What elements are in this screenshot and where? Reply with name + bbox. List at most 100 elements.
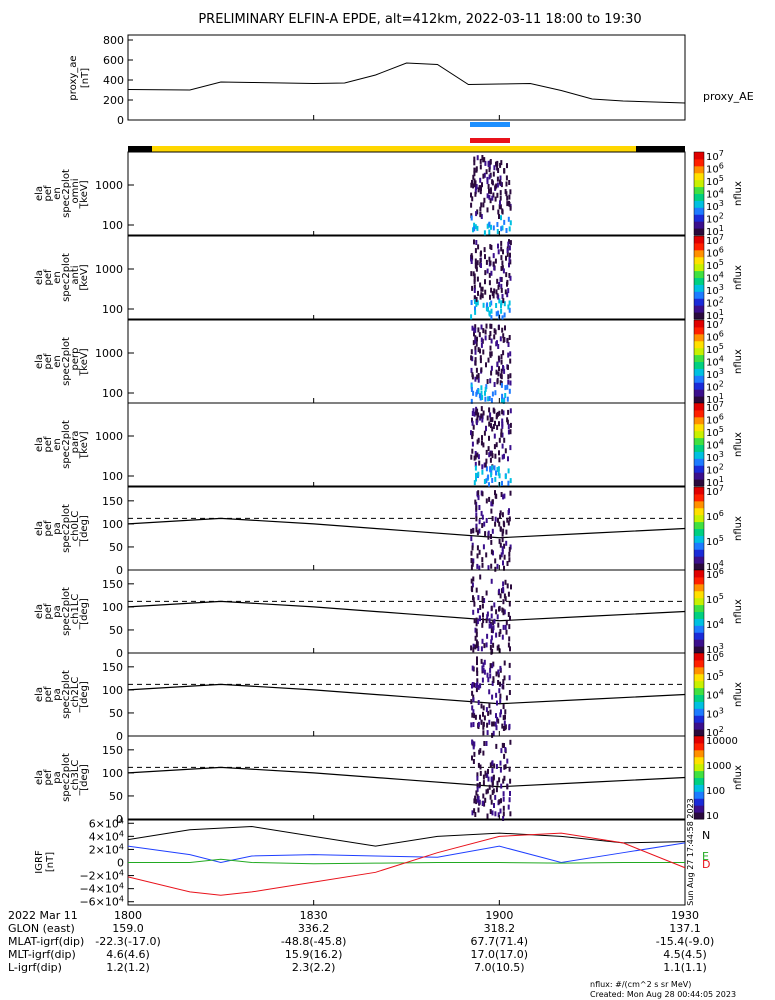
spectrogram-pixel: [501, 531, 504, 537]
footer-row-value: -15.4(-9.0): [656, 935, 715, 948]
spectrogram-pixel: [485, 458, 488, 464]
spec-panel-ylabel-line: _ch3LC: [70, 760, 81, 797]
spectrogram-pixel: [509, 351, 512, 357]
spectrogram-pixel: [492, 788, 495, 794]
spectrogram-pixel: [473, 277, 476, 283]
colorbar-segment: [694, 549, 704, 557]
spectrogram-pixel: [471, 582, 474, 588]
spectrogram-pixel: [487, 446, 490, 452]
colorbar-label: nflux: [733, 516, 744, 541]
colorbar-segment: [694, 416, 704, 425]
spectrogram-pixel: [482, 750, 485, 756]
colorbar-segment: [694, 312, 704, 320]
spectrogram-pixel: [479, 605, 482, 610]
spectrogram-pixel: [500, 359, 503, 365]
spectrogram-pixel: [475, 296, 478, 302]
spectrogram-pixel: [471, 431, 474, 436]
spectrogram-pixel: [472, 390, 475, 396]
spectrogram-pixel: [502, 410, 505, 416]
spectrogram-pixel: [489, 345, 492, 351]
colorbar-segment: [694, 291, 704, 299]
spectrogram-pixel: [475, 476, 477, 482]
spectrogram-pixel: [499, 629, 502, 634]
spectrogram-pixel: [481, 668, 484, 674]
spectrogram-pixel: [501, 260, 504, 266]
spectrogram-pixel: [489, 378, 492, 384]
colorbar-segment: [694, 403, 704, 411]
colorbar-tick-label: 106: [706, 509, 724, 523]
spectrogram-pixel: [506, 337, 509, 343]
spectrogram-pixel: [496, 160, 499, 166]
spectrogram-pixel: [500, 255, 503, 261]
footer-row-value: 137.1: [669, 922, 701, 935]
spectrogram-pixel: [487, 710, 490, 716]
spec-panel-ylabel-line: [deg]: [79, 764, 90, 791]
spectrogram-pixel: [502, 365, 504, 370]
spectrogram-pixel: [475, 266, 478, 272]
igrf-ytick-label: 2×104: [89, 842, 124, 856]
spectrogram-pixel: [494, 811, 497, 817]
spectrogram-pixel: [497, 284, 500, 290]
spec-panel-ylabel-line: pef: [43, 603, 54, 620]
spectrogram-pixel: [470, 645, 473, 651]
spectrogram-pixel: [492, 775, 495, 781]
spectrogram-pixel: [486, 722, 489, 728]
spectrogram-pixel: [481, 414, 484, 420]
spectrogram-pixel: [471, 196, 474, 202]
spectrogram-pixel: [508, 675, 511, 681]
spectrogram-pixel: [495, 632, 498, 638]
spectrogram-pixel: [503, 565, 505, 571]
colorbar-segment: [694, 653, 704, 661]
spectrogram-pixel: [499, 526, 502, 532]
spectrogram-pixel: [488, 407, 491, 413]
spectrogram-pixel: [476, 783, 479, 789]
spectrogram-pixel: [500, 492, 503, 497]
spectrogram-pixel: [478, 549, 481, 555]
spectrogram-pixel: [490, 351, 493, 357]
spec-ytick-label: 1000: [95, 347, 123, 360]
spectrogram-pixel: [472, 609, 475, 615]
igrf-ytick-label: −2×104: [79, 869, 124, 883]
spec-panel-ylabel-line: [deg]: [79, 598, 90, 625]
spectrogram-pixel: [499, 162, 502, 168]
colorbar-tick-label: 101: [706, 392, 724, 406]
spectrogram-pixel: [502, 586, 505, 592]
colorbar-segment: [694, 214, 704, 222]
proxy-ae-ylabel: proxy_ae: [68, 55, 79, 100]
spectrogram-pixel: [473, 156, 476, 162]
spectrogram-pixel: [509, 445, 512, 451]
spectrogram-pixel: [498, 204, 501, 210]
spectrogram-pixel: [490, 639, 493, 645]
footer-row-value: -22.3(-17.0): [95, 935, 161, 948]
spectrogram-pixel: [496, 182, 499, 188]
spectrogram-pixel: [500, 382, 503, 388]
spectrogram-pixel: [477, 437, 480, 443]
spectrogram-pixel: [489, 412, 492, 418]
spectrogram-pixel: [474, 635, 477, 641]
spectrogram-pixel: [501, 432, 504, 438]
spec-panel-ylabel-line: ela: [34, 770, 45, 785]
colorbar-tick-label: 105: [706, 534, 724, 548]
colorbar-segment: [694, 340, 704, 349]
spectrogram-pixel: [471, 690, 474, 696]
spectrogram-pixel: [497, 718, 500, 724]
spectrogram-pixel: [503, 743, 505, 748]
spectrogram-pixel: [493, 465, 496, 471]
colorbar-tick-label: 107: [706, 400, 724, 414]
colorbar-tick-label: 107: [706, 484, 724, 498]
spectrogram-pixel: [480, 385, 483, 391]
spectrogram-pixel: [476, 530, 479, 536]
spectrogram-pixel: [493, 165, 496, 171]
spec-panel-ylabel-line: pa: [52, 688, 63, 700]
spectrogram-pixel: [479, 683, 482, 689]
spectrogram-pixel: [503, 609, 506, 615]
spectrogram-pixel: [503, 312, 506, 318]
spectrogram-pixel: [477, 388, 480, 394]
spectrogram-pixel: [499, 380, 502, 386]
colorbar-tick-label: 104: [706, 688, 724, 702]
spectrogram-pixel: [480, 406, 483, 412]
spectrogram-pixel: [507, 409, 510, 415]
spectrogram-pixel: [501, 454, 504, 460]
spectrogram-pixel: [498, 214, 500, 219]
spectrogram-pixel: [477, 807, 480, 813]
